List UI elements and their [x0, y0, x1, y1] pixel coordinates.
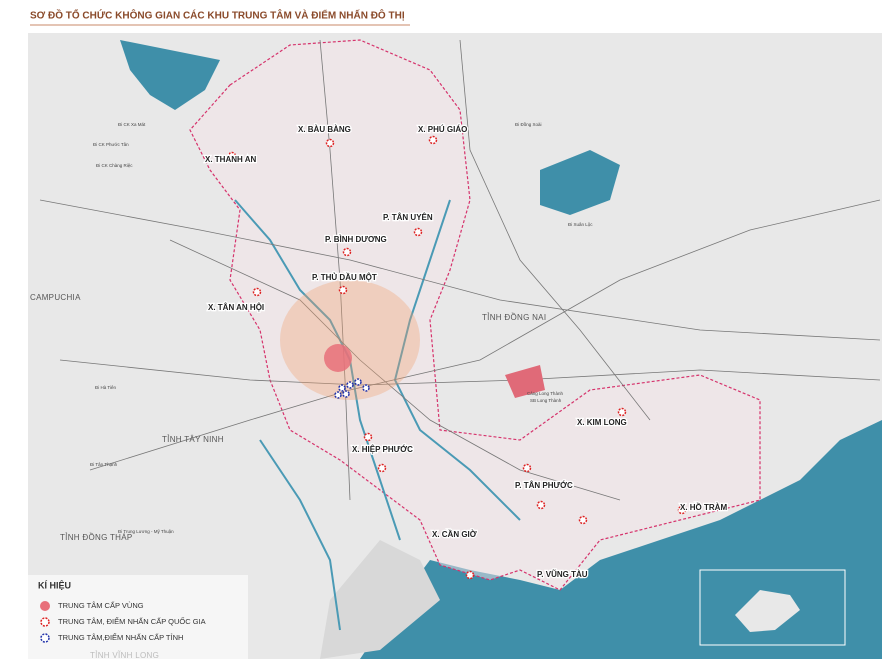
- small-label: Đi CK Phước Tân: [93, 142, 129, 147]
- region-label: TỈNH ĐỒNG NAI: [482, 312, 546, 322]
- small-label: Đi Hà Tiên: [95, 385, 117, 390]
- small-label: SB Long Thành: [530, 398, 562, 403]
- place-label: X. PHÚ GIÁO: [418, 125, 467, 134]
- legend-icon: [40, 633, 50, 643]
- region-label: TỈNH ĐỒNG THÁP: [60, 532, 133, 542]
- place-label: X. HIỆP PHƯỚC: [352, 445, 413, 454]
- place-label: X. HỒ TRÀM: [680, 502, 727, 512]
- small-label: Đi Trung Lương - Mỹ Thuận: [118, 529, 174, 534]
- place-label: X. BÀU BÀNG: [298, 125, 351, 134]
- legend: KÍ HIỆU TRUNG TÂM CẤP VÙNG TRUNG TÂM, ĐI…: [28, 575, 248, 659]
- place-label: P. VŨNG TÀU: [537, 570, 588, 579]
- place-label: X. THANH AN: [205, 155, 256, 164]
- region-label: TỈNH TÂY NINH: [162, 435, 224, 444]
- map: [28, 33, 882, 659]
- legend-item: TRUNG TÂM,ĐIỂM NHẤN CẤP TỈNH: [58, 632, 183, 642]
- place-label: P. TÂN PHƯỚC: [515, 481, 573, 490]
- small-label: Cảng Long Thành: [527, 391, 563, 396]
- labels: X. BÀU BÀNG X. PHÚ GIÁO X. THANH AN P. TÂN …: [30, 122, 729, 660]
- small-label: Đi Xuân Lộc: [568, 222, 593, 227]
- small-label: Đi CK Chàng Riệc: [96, 163, 133, 168]
- place-label: X. KIM LONG: [577, 418, 627, 427]
- place-label: P. BÌNH DƯƠNG: [325, 235, 387, 244]
- small-label: Đi CK Xa Mát: [118, 122, 146, 127]
- place-label: X. CẦN GIỜ: [432, 529, 477, 539]
- place-label: X. TÂN AN HỘI: [208, 303, 264, 312]
- legend-icon: [40, 601, 50, 611]
- legend-title: KÍ HIỆU: [38, 579, 71, 590]
- small-label: Đi Đồng Xoài: [515, 122, 542, 127]
- legend-icon: [40, 617, 50, 627]
- title: SƠ ĐỒ TỔ CHỨC KHÔNG GIAN CÁC KHU TRUNG T…: [30, 9, 405, 22]
- legend-item: TRUNG TÂM, ĐIỂM NHẤN CẤP QUỐC GIA: [58, 616, 206, 626]
- place-label: P. TÂN UYÊN: [383, 213, 433, 222]
- region-label: CAMPUCHIA: [30, 293, 81, 302]
- place-label: P. THỦ DẦU MỘT: [312, 272, 377, 282]
- small-label: Đi Tân Thạnh: [90, 462, 118, 467]
- legend-item: TRUNG TÂM CẤP VÙNG: [58, 600, 144, 610]
